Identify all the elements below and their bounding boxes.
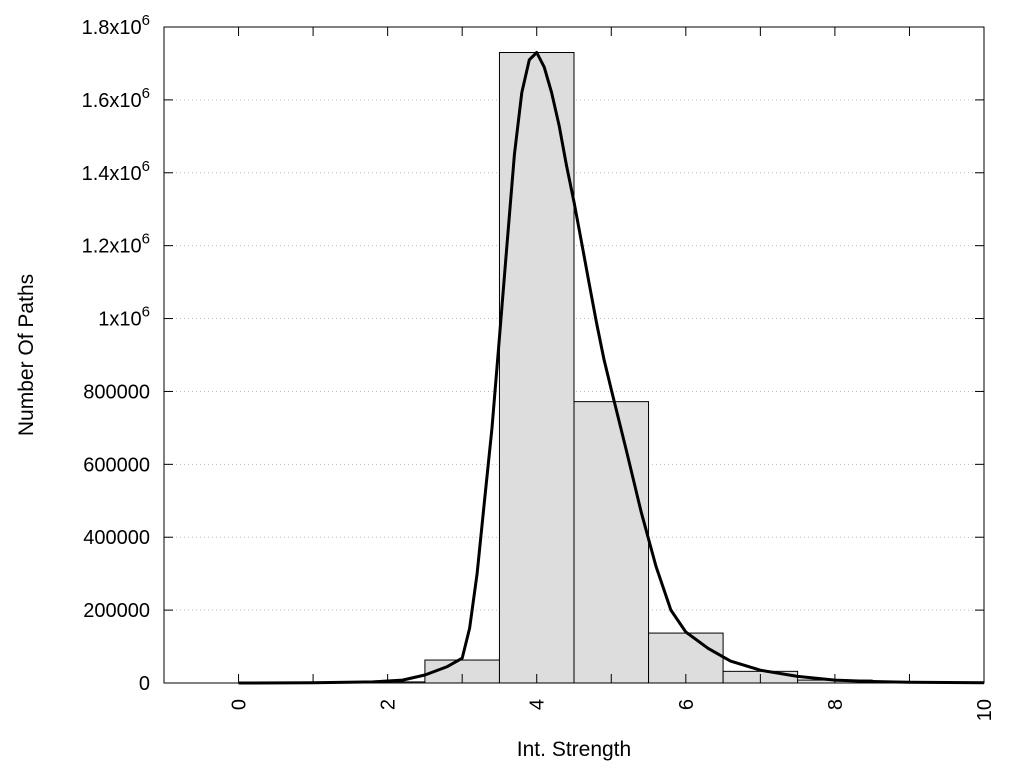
y-tick-label: 0 [139,673,150,695]
plot-frame [163,26,985,684]
x-tick-label: 0 [229,699,251,710]
y-tick-label: 400000 [83,527,150,549]
x-axis-title: Int. Strength [517,738,631,761]
y-tick-label: 1.2x106 [82,231,150,258]
x-tick-label: 10 [974,699,996,721]
x-tick-label: 4 [527,699,549,710]
y-tick-label: 1.8x106 [82,12,150,39]
histogram-bars [275,52,948,684]
fit-curve [238,51,985,685]
y-tick-label: 1.6x106 [82,85,150,112]
y-axis-title: Number Of Paths [15,274,38,436]
x-tick-label: 6 [676,699,698,710]
grid-lines [164,99,984,611]
x-tick-label: 2 [378,699,400,710]
y-tick-label: 1.4x106 [82,158,150,185]
y-tick-label: 200000 [83,600,150,622]
y-tick-label: 1x106 [98,304,150,331]
x-tick-label: 8 [825,699,847,710]
histogram-bar [573,401,650,684]
histogram-bar [498,52,575,684]
y-tick-label: 600000 [83,454,150,476]
y-axis-ticks: 0 200000 400000 600000 800000 1x106 1.2x106 1.4… [82,12,984,695]
x-axis-ticks: 0 2 4 6 8 10 [229,27,996,721]
y-tick-label: 800000 [83,381,150,403]
